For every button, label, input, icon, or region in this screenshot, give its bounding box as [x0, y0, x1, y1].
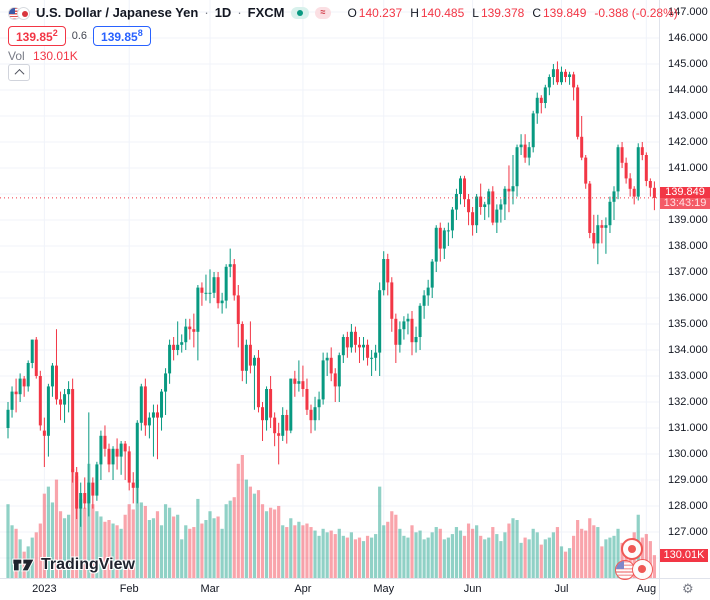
high-label: H [410, 5, 419, 20]
jpy-symbol-logo2-icon [632, 559, 653, 580]
volume-legend: Vol 130.01K [8, 49, 78, 63]
chevron-up-icon [14, 68, 24, 79]
timeframe-label[interactable]: 1D [214, 5, 232, 20]
time-axis-label: Aug [636, 583, 657, 595]
time-axis-label: Jul [554, 583, 569, 595]
separator: · [204, 5, 209, 20]
price-axis-separator [659, 0, 660, 600]
price-axis-label: 132.000 [668, 396, 708, 408]
collapse-legend-button[interactable] [8, 64, 30, 81]
open-label: O [347, 5, 357, 20]
tradingview-logo-text: TradingView [41, 556, 135, 573]
price-axis-label: 130.000 [668, 448, 708, 460]
jpy-symbol-logo-icon [621, 538, 643, 560]
exchange-label[interactable]: FXCM [247, 5, 285, 20]
time-axis-label: Apr [294, 583, 312, 595]
price-axis-label: 134.000 [668, 344, 708, 356]
price-axis-label: 136.000 [668, 292, 708, 304]
price-axis-label: 133.000 [668, 370, 708, 382]
time-axis-label: Mar [200, 583, 220, 595]
time-axis-label: 2023 [32, 583, 57, 595]
separator: · [237, 5, 242, 20]
price-axis-label: 144.000 [668, 84, 708, 96]
bid-ask-row: 139.852 0.6 139.858 [8, 26, 151, 46]
price-axis[interactable]: 147.000 146.000 145.000 144.000 143.000 142.0… [660, 0, 710, 578]
current-price-badge: 139.849 13:43:19 [660, 185, 710, 209]
tradingview-logo[interactable]: TradingView [12, 555, 135, 575]
price-axis-label: 127.000 [668, 526, 708, 538]
spread-value: 0.6 [71, 30, 88, 42]
price-axis-label: 143.000 [668, 110, 708, 122]
volume-badge: 130.01K [660, 549, 708, 563]
price-axis-label: 128.000 [668, 500, 708, 512]
time-axis[interactable]: 2023 Feb Mar Apr May Jun Jul Aug [0, 580, 660, 600]
timezone-settings-gear-icon[interactable]: ⚙ [682, 581, 694, 596]
price-axis-label: 142.000 [668, 136, 708, 148]
time-axis-separator [0, 578, 710, 579]
price-axis-label: 137.000 [668, 266, 708, 278]
market-status-icon[interactable] [290, 6, 309, 19]
price-axis-label: 146.000 [668, 32, 708, 44]
volume-value: 130.01K [33, 49, 78, 63]
time-axis-label: May [373, 583, 395, 595]
bar-countdown: 13:43:19 [660, 197, 710, 209]
price-axis-label: 135.000 [668, 318, 708, 330]
sell-button[interactable]: 139.852 [8, 26, 66, 46]
price-axis-label: 131.000 [668, 422, 708, 434]
buy-button[interactable]: 139.858 [93, 26, 151, 46]
low-value: 139.378 [480, 5, 525, 20]
time-axis-label: Feb [119, 583, 139, 595]
close-value: 139.849 [543, 5, 587, 20]
candlestick-plot[interactable] [0, 0, 660, 578]
close-label: C [532, 5, 541, 20]
price-axis-label: 141.000 [668, 162, 708, 174]
current-price-value: 139.849 [665, 185, 705, 198]
price-axis-label: 139.000 [668, 214, 708, 226]
change-value: -0.388 (-0.28%) [594, 5, 678, 20]
delayed-data-icon[interactable]: ≈ [314, 6, 332, 19]
price-axis-label: 129.000 [668, 474, 708, 486]
volume-label[interactable]: Vol [8, 49, 25, 63]
jp-flag-icon [17, 6, 30, 20]
high-value: 140.485 [420, 5, 465, 20]
legend: U.S. Dollar / Japanese Yen · 1D · FXCM ≈… [8, 5, 678, 20]
price-axis-label: 145.000 [668, 58, 708, 70]
ohlc-readout: O 140.237 H 140.485 L 139.378 C 139.849 -0.3… [347, 6, 677, 20]
low-label: L [472, 5, 479, 20]
open-value: 140.237 [358, 5, 403, 20]
symbol-title[interactable]: U.S. Dollar / Japanese Yen [36, 5, 199, 20]
tradingview-mark-icon [12, 558, 35, 572]
time-axis-label: Jun [463, 583, 482, 595]
symbol-flags-icon [8, 6, 30, 20]
price-axis-label: 138.000 [668, 240, 708, 252]
price-axis-label: 147.000 [668, 6, 708, 18]
